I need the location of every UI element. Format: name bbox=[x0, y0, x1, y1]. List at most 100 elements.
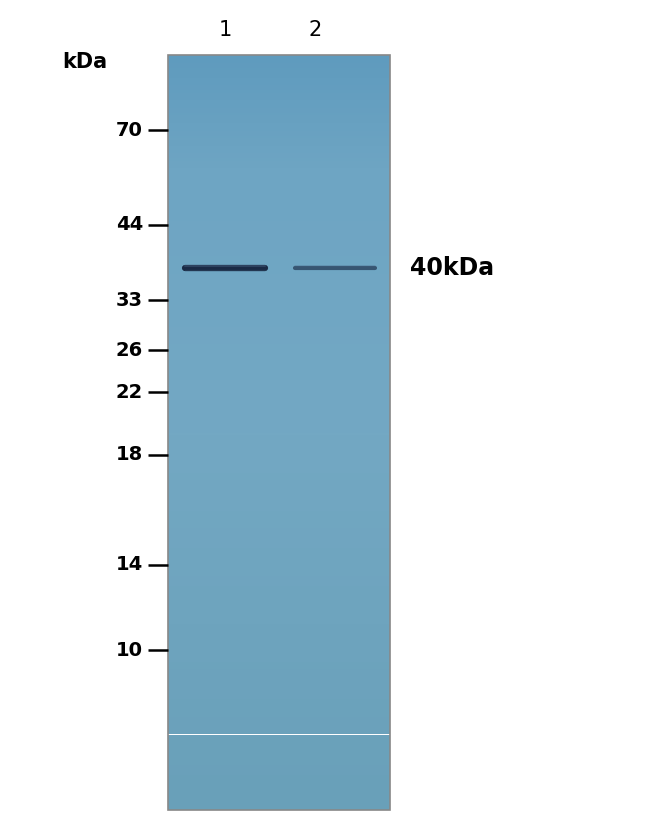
Bar bbox=[168, 237, 390, 239]
Bar bbox=[168, 191, 390, 194]
Bar bbox=[168, 259, 390, 262]
Bar bbox=[168, 608, 390, 611]
Bar bbox=[168, 360, 390, 362]
Bar bbox=[168, 300, 390, 302]
Bar bbox=[168, 174, 390, 176]
Bar bbox=[168, 189, 390, 191]
Bar bbox=[168, 103, 390, 106]
Bar bbox=[168, 525, 390, 528]
Bar bbox=[168, 684, 390, 686]
Bar bbox=[168, 257, 390, 259]
Bar bbox=[168, 161, 390, 164]
Bar bbox=[168, 352, 390, 355]
Bar bbox=[168, 196, 390, 199]
Bar bbox=[168, 563, 390, 565]
Bar bbox=[168, 717, 390, 719]
Bar bbox=[168, 616, 390, 618]
Bar bbox=[168, 254, 390, 257]
Bar bbox=[168, 724, 390, 727]
Bar bbox=[168, 583, 390, 586]
Bar bbox=[168, 81, 390, 83]
Bar bbox=[168, 398, 390, 399]
Bar bbox=[168, 279, 390, 282]
Bar bbox=[168, 565, 390, 568]
Bar bbox=[168, 543, 390, 545]
Bar bbox=[168, 500, 390, 503]
Bar bbox=[168, 460, 390, 462]
Bar bbox=[168, 638, 390, 641]
Bar bbox=[168, 60, 390, 63]
Bar bbox=[168, 674, 390, 676]
Bar bbox=[168, 151, 390, 154]
Bar bbox=[168, 73, 390, 76]
Bar bbox=[168, 704, 390, 706]
Bar bbox=[168, 247, 390, 249]
Bar bbox=[168, 362, 390, 365]
Bar bbox=[168, 490, 390, 492]
Bar bbox=[168, 141, 390, 143]
Bar bbox=[168, 108, 390, 111]
Bar bbox=[168, 666, 390, 669]
Bar bbox=[168, 477, 390, 480]
Bar bbox=[168, 774, 390, 777]
Bar bbox=[168, 315, 390, 317]
Bar bbox=[168, 65, 390, 68]
Bar bbox=[168, 767, 390, 769]
Bar bbox=[168, 797, 390, 800]
Bar bbox=[168, 96, 390, 98]
Bar bbox=[168, 277, 390, 279]
Bar bbox=[168, 414, 390, 417]
Text: 26: 26 bbox=[116, 341, 143, 359]
Text: 33: 33 bbox=[116, 290, 143, 310]
Bar bbox=[168, 267, 390, 269]
Bar bbox=[168, 355, 390, 357]
Bar bbox=[168, 292, 390, 294]
Bar bbox=[168, 581, 390, 583]
Bar bbox=[168, 214, 390, 216]
Bar bbox=[168, 555, 390, 558]
Bar bbox=[168, 302, 390, 305]
Bar bbox=[168, 445, 390, 447]
Bar bbox=[168, 70, 390, 73]
Bar bbox=[168, 91, 390, 93]
Bar bbox=[168, 520, 390, 523]
Bar bbox=[168, 440, 390, 442]
Bar bbox=[168, 515, 390, 518]
Bar bbox=[168, 450, 390, 452]
Bar bbox=[168, 422, 390, 425]
Bar bbox=[168, 98, 390, 101]
Text: 10: 10 bbox=[116, 640, 143, 659]
Bar bbox=[168, 711, 390, 714]
Bar bbox=[168, 171, 390, 174]
Bar bbox=[168, 282, 390, 284]
Bar bbox=[168, 452, 390, 455]
Bar bbox=[168, 588, 390, 591]
Bar bbox=[168, 264, 390, 267]
Bar bbox=[168, 744, 390, 747]
Bar bbox=[168, 789, 390, 792]
Bar bbox=[168, 272, 390, 274]
Bar bbox=[168, 671, 390, 674]
Text: 40kDa: 40kDa bbox=[410, 256, 494, 280]
Bar bbox=[168, 576, 390, 578]
Bar bbox=[168, 553, 390, 555]
Bar bbox=[168, 533, 390, 535]
Bar bbox=[168, 462, 390, 465]
Bar bbox=[168, 611, 390, 613]
Bar bbox=[168, 332, 390, 335]
Bar bbox=[168, 498, 390, 500]
Bar bbox=[168, 734, 390, 737]
Bar bbox=[168, 154, 390, 156]
Bar bbox=[168, 669, 390, 671]
Bar bbox=[168, 169, 390, 171]
Bar bbox=[168, 242, 390, 244]
Bar bbox=[168, 591, 390, 593]
Bar bbox=[168, 805, 390, 807]
Bar bbox=[168, 159, 390, 161]
Bar bbox=[168, 802, 390, 805]
Bar bbox=[168, 772, 390, 774]
Bar bbox=[168, 654, 390, 656]
Bar bbox=[168, 807, 390, 810]
Bar bbox=[168, 347, 390, 350]
Bar bbox=[168, 307, 390, 310]
